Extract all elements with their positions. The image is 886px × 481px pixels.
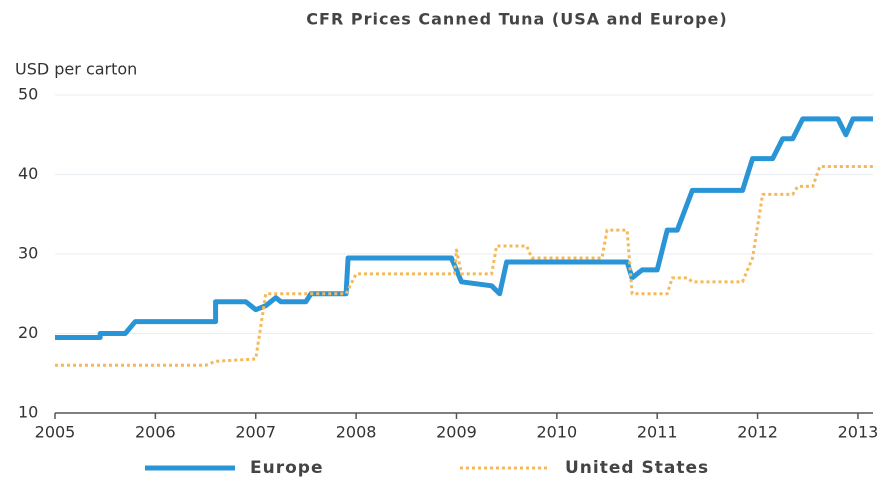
- x-tick-label: 2009: [436, 423, 477, 442]
- x-tick-label: 2011: [637, 423, 678, 442]
- x-tick-label: 2008: [336, 423, 377, 442]
- x-tick-label: 2012: [737, 423, 778, 442]
- x-tick-label: 2007: [235, 423, 276, 442]
- y-tick-label: 10: [18, 403, 38, 422]
- data-line: [55, 165, 873, 367]
- y-axis-label: USD per carton: [15, 60, 137, 79]
- legend-label: United States: [565, 458, 709, 478]
- y-tick-label: 20: [18, 323, 38, 342]
- legend-label: Europe: [250, 458, 323, 478]
- y-tick-label: 30: [18, 244, 38, 263]
- y-tick-label: 40: [18, 164, 38, 183]
- chart-title: CFR Prices Canned Tuna (USA and Europe): [306, 10, 727, 29]
- x-tick-label: 2005: [35, 423, 76, 442]
- x-tick-label: 2006: [135, 423, 176, 442]
- y-tick-label: 50: [18, 85, 38, 104]
- data-line: [55, 116, 873, 340]
- x-tick-label: 2013: [838, 423, 879, 442]
- x-tick-label: 2010: [536, 423, 577, 442]
